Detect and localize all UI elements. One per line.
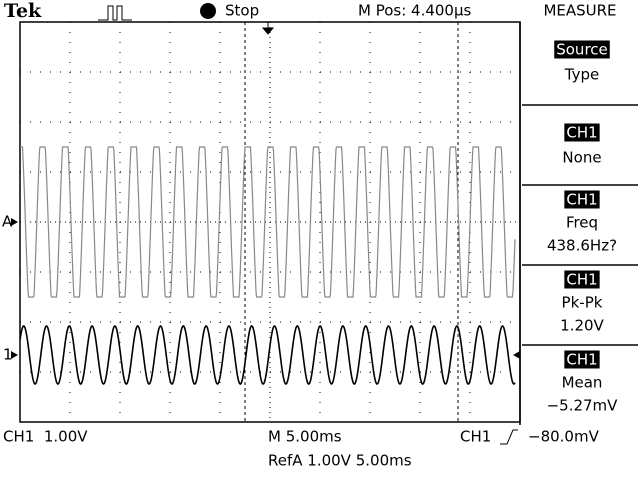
menu-label-highlight	[564, 190, 600, 209]
menu-label: CH1	[566, 191, 597, 209]
channel-scale: CH1 1.00V	[3, 428, 88, 446]
graticule	[20, 22, 520, 422]
time-scale: M 5.00ms	[268, 428, 342, 446]
measure-menu: Source Type CH1 None CH1 Freq 438.6Hz? CH1 Pk-Pk…	[519, 22, 638, 425]
trigger-slope-icon	[500, 429, 518, 445]
trigger-level: −80.0mV	[528, 428, 600, 446]
status: Stop	[225, 2, 259, 20]
menu-label: CH1	[566, 271, 597, 289]
menu-label-highlight	[564, 123, 600, 142]
menu-value: None	[562, 149, 601, 167]
position: M Pos: 4.400µs	[358, 2, 472, 20]
menu-label-highlight	[554, 40, 610, 59]
menu-value: 438.6Hz?	[547, 237, 617, 255]
channel-arrow	[11, 351, 18, 359]
channel-marker: 1	[3, 346, 13, 364]
ref-waveform	[20, 146, 516, 298]
menu-measurement: Pk-Pk	[562, 294, 603, 312]
trigger-position-marker	[261, 22, 275, 35]
menu-label-highlight	[564, 350, 600, 369]
acquire-icon	[98, 5, 132, 21]
ref-settings: RefA 1.00V 5.00ms	[268, 452, 412, 470]
menu-title: MEASURE	[543, 2, 616, 20]
menu-measurement: Mean	[562, 374, 603, 392]
trigger-source: CH1	[460, 428, 491, 446]
ref-arrow	[11, 218, 18, 226]
menu-measurement: Freq	[566, 214, 598, 232]
menu-label-highlight	[564, 270, 600, 289]
menu-value: 1.20V	[560, 317, 604, 335]
ref-marker: A	[2, 213, 13, 231]
brand: Tek	[4, 0, 42, 22]
ch1-waveform	[19, 325, 516, 385]
menu-label: Source	[556, 41, 608, 59]
trigger-level-arrow	[513, 351, 520, 359]
menu-label: CH1	[566, 124, 597, 142]
menu-label: CH1	[566, 351, 597, 369]
menu-value: −5.27mV	[547, 397, 619, 415]
stop-icon	[200, 3, 216, 19]
menu-value: Type	[564, 66, 599, 84]
